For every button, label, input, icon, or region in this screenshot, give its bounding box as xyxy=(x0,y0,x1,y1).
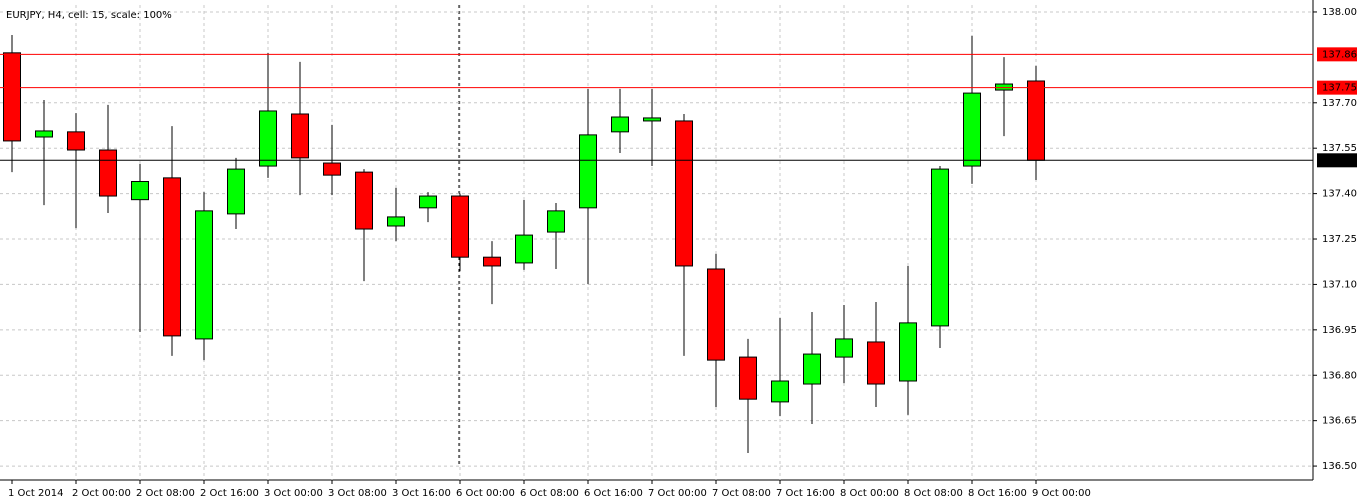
x-tick-label: 2 Oct 16:00 xyxy=(200,488,259,499)
candle-body xyxy=(227,168,245,215)
y-tick-label: 137.55 xyxy=(1322,143,1357,154)
candle-body xyxy=(579,134,597,209)
y-tick-label: 137.10 xyxy=(1322,279,1357,290)
x-tick-label: 6 Oct 08:00 xyxy=(520,488,579,499)
x-tick-label: 7 Oct 08:00 xyxy=(712,488,771,499)
y-tick-label: 137.70 xyxy=(1322,98,1357,109)
candle-body xyxy=(387,216,405,227)
candle-body xyxy=(643,117,661,122)
y-tick-label: 136.65 xyxy=(1322,416,1357,427)
candle-body xyxy=(99,149,117,197)
y-tick-label: 137.25 xyxy=(1322,234,1357,245)
x-tick-label: 7 Oct 00:00 xyxy=(648,488,707,499)
price-label-box xyxy=(1317,47,1357,62)
y-tick-label: 136.50 xyxy=(1322,461,1357,472)
x-tick-label: 6 Oct 00:00 xyxy=(456,488,515,499)
candle-body xyxy=(259,110,277,167)
price-label: 137.51 xyxy=(1322,155,1357,166)
y-tick-label: 137.40 xyxy=(1322,189,1357,200)
x-tick-label: 8 Oct 00:00 xyxy=(840,488,899,499)
candle-body xyxy=(867,341,885,385)
x-tick-label: 7 Oct 16:00 xyxy=(776,488,835,499)
candle-body xyxy=(291,113,309,159)
x-tick-label: 6 Oct 16:00 xyxy=(584,488,643,499)
candle-body xyxy=(899,322,917,382)
candle-body xyxy=(323,162,341,176)
candle-body xyxy=(35,130,53,138)
candle-body xyxy=(451,195,469,258)
y-tick-label: 136.95 xyxy=(1322,325,1357,336)
candle-body xyxy=(195,210,213,340)
candle-body xyxy=(1027,80,1045,161)
candle-body xyxy=(675,120,693,267)
x-tick-label: 8 Oct 08:00 xyxy=(904,488,963,499)
candle-body xyxy=(419,195,437,209)
y-tick-label: 138.00 xyxy=(1322,7,1357,18)
candle-body xyxy=(995,83,1013,91)
x-tick-label: 9 Oct 00:00 xyxy=(1032,488,1091,499)
candle-body xyxy=(3,52,21,142)
chart-title: EURJPY, H4, cell: 15, scale: 100% xyxy=(6,10,172,21)
candle-body xyxy=(515,234,533,264)
x-tick-label: 3 Oct 00:00 xyxy=(264,488,323,499)
candle-body xyxy=(707,268,725,361)
candle-body xyxy=(611,116,629,133)
candle-body xyxy=(163,177,181,337)
x-tick-label: 3 Oct 08:00 xyxy=(328,488,387,499)
x-tick-label: 2 Oct 00:00 xyxy=(72,488,131,499)
candle-body xyxy=(67,131,85,151)
candle-body xyxy=(739,356,757,400)
y-tick-label: 136.80 xyxy=(1322,370,1357,381)
candle-body xyxy=(547,210,565,233)
candle-body xyxy=(931,168,949,327)
candle-body xyxy=(963,92,981,167)
x-tick-label: 1 Oct 2014 xyxy=(8,488,63,499)
candle-body xyxy=(803,353,821,385)
candle-body xyxy=(131,180,149,201)
price-label-box xyxy=(1317,80,1357,95)
price-label: 137.75 xyxy=(1322,83,1357,94)
price-label: 137.86 xyxy=(1322,49,1357,60)
x-tick-label: 8 Oct 16:00 xyxy=(968,488,1027,499)
candle-body xyxy=(835,338,853,358)
candle-body xyxy=(771,380,789,403)
x-tick-label: 2 Oct 08:00 xyxy=(136,488,195,499)
candle-body xyxy=(483,256,501,267)
candle-body xyxy=(355,171,373,230)
price-label-box xyxy=(1317,153,1357,168)
x-tick-label: 3 Oct 16:00 xyxy=(392,488,451,499)
